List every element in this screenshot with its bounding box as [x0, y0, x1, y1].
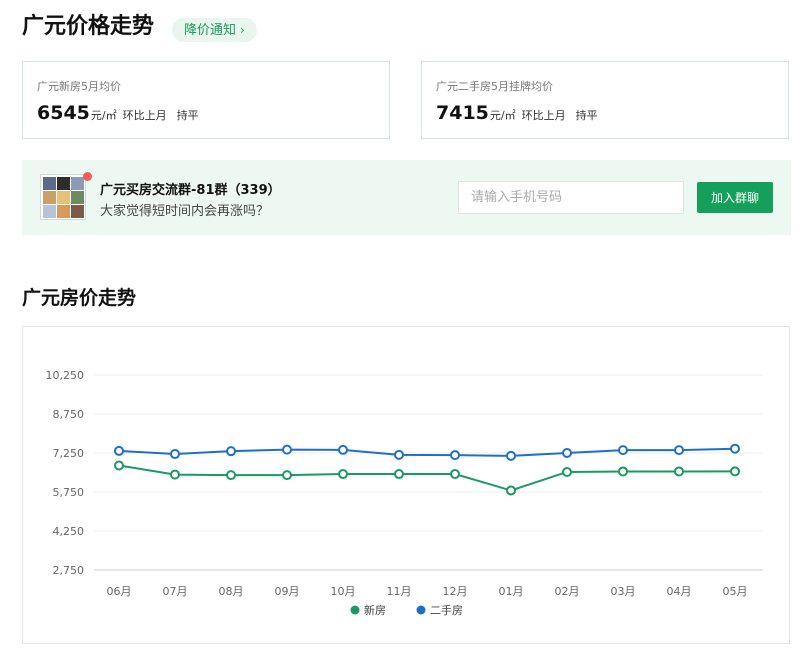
new-house-price-card: 广元新房5月均价 6545元/㎡ 环比上月 持平 — [22, 61, 390, 139]
group-avatar — [40, 174, 86, 220]
avatar-tile — [43, 205, 56, 218]
legend-marker — [350, 605, 360, 615]
x-tick-label: 07月 — [163, 585, 188, 598]
second-hand-price-row: 7415元/㎡ 环比上月 持平 — [436, 102, 598, 124]
unread-dot — [83, 172, 92, 181]
second-hand-series-line — [118, 447, 736, 457]
data-point — [394, 449, 404, 460]
second-hand-price-value: 7415 — [436, 102, 489, 124]
x-tick-label: 02月 — [555, 585, 580, 598]
new-house-trend: 持平 — [176, 109, 199, 122]
data-point — [338, 469, 348, 480]
data-point — [170, 449, 180, 460]
data-point — [338, 444, 348, 455]
data-point — [562, 466, 572, 477]
data-point — [674, 445, 684, 456]
group-description: 大家觉得短时间内会再涨吗？ — [100, 204, 270, 219]
avatar-tile — [43, 191, 56, 204]
avatar-tile — [71, 205, 84, 218]
legend-marker — [416, 605, 426, 615]
price-drop-notify-button[interactable]: 降价通知 › — [172, 18, 257, 42]
data-point — [562, 448, 572, 458]
data-point — [618, 466, 628, 477]
new-house-price-label: 广元新房5月均价 — [37, 80, 121, 93]
avatar-tile — [71, 177, 84, 190]
avatar-tile — [43, 177, 56, 190]
new-house-compare-label: 环比上月 — [122, 109, 167, 122]
y-tick-label: 2,750 — [53, 564, 85, 577]
y-tick-label: 5,750 — [53, 486, 85, 499]
new-house-price-value: 6545 — [37, 102, 90, 124]
data-point — [506, 485, 516, 496]
x-tick-label: 09月 — [275, 585, 300, 598]
x-tick-label: 10月 — [331, 585, 356, 598]
price-trend-chart-svg: 2,750 4,250 5,750 7,250 8,750 10,250 06月 07月 08月… — [46, 369, 763, 617]
data-point — [394, 469, 404, 480]
x-tick-label: 05月 — [723, 585, 748, 598]
y-tick-label: 7,250 — [53, 447, 85, 460]
data-point — [730, 466, 740, 477]
x-tick-label: 11月 — [387, 585, 412, 598]
second-hand-price-label: 广元二手房5月挂牌均价 — [436, 80, 553, 93]
avatar-tile — [57, 205, 70, 218]
x-tick-label: 04月 — [667, 585, 692, 598]
notify-label: 降价通知 — [184, 23, 237, 38]
new-house-price-row: 6545元/㎡ 环比上月 持平 — [37, 102, 199, 124]
new-house-series-line — [118, 464, 736, 492]
new-house-price-unit: 元/㎡ — [90, 109, 117, 122]
second-hand-price-card: 广元二手房5月挂牌均价 7415元/㎡ 环比上月 持平 — [421, 61, 789, 139]
data-point — [618, 445, 628, 456]
phone-number-input[interactable] — [458, 181, 684, 214]
x-tick-label: 12月 — [443, 585, 468, 598]
second-hand-trend: 持平 — [575, 109, 598, 122]
data-point — [450, 450, 460, 461]
x-tick-label: 01月 — [499, 585, 524, 598]
data-point — [282, 470, 292, 481]
price-trend-chart: 2,750 4,250 5,750 7,250 8,750 10,250 06月 07月 08月… — [22, 326, 790, 644]
chevron-right-icon: › — [240, 23, 245, 37]
avatar-tile — [71, 191, 84, 204]
x-tick-label: 06月 — [107, 585, 132, 598]
group-chat-banner: 广元买房交流群-81群（339） 大家觉得短时间内会再涨吗？ 加入群聊 — [22, 160, 791, 235]
x-tick-label: 08月 — [219, 585, 244, 598]
data-point — [674, 466, 684, 477]
section-title: 广元房价走势 — [22, 287, 137, 309]
data-point — [114, 460, 124, 471]
y-tick-label: 8,750 — [53, 408, 85, 421]
avatar-tile — [57, 191, 70, 204]
x-tick-label: 03月 — [611, 585, 636, 598]
avatar-tile — [57, 177, 70, 190]
data-point — [282, 444, 292, 455]
group-name: 广元买房交流群-81群（339） — [100, 183, 281, 198]
legend-label: 新房 — [364, 603, 386, 617]
second-hand-compare-label: 环比上月 — [521, 109, 566, 122]
data-point — [730, 443, 740, 454]
data-point — [450, 469, 460, 480]
join-group-button[interactable]: 加入群聊 — [697, 182, 773, 213]
y-tick-label: 4,250 — [53, 525, 85, 538]
legend-label: 二手房 — [430, 603, 463, 617]
data-point — [114, 445, 124, 456]
data-point — [226, 470, 236, 481]
page-title: 广元价格走势 — [22, 14, 155, 39]
y-tick-label: 10,250 — [46, 369, 85, 382]
second-hand-price-unit: 元/㎡ — [489, 109, 516, 122]
data-point — [226, 446, 236, 457]
data-point — [506, 450, 516, 461]
data-point — [170, 469, 180, 480]
